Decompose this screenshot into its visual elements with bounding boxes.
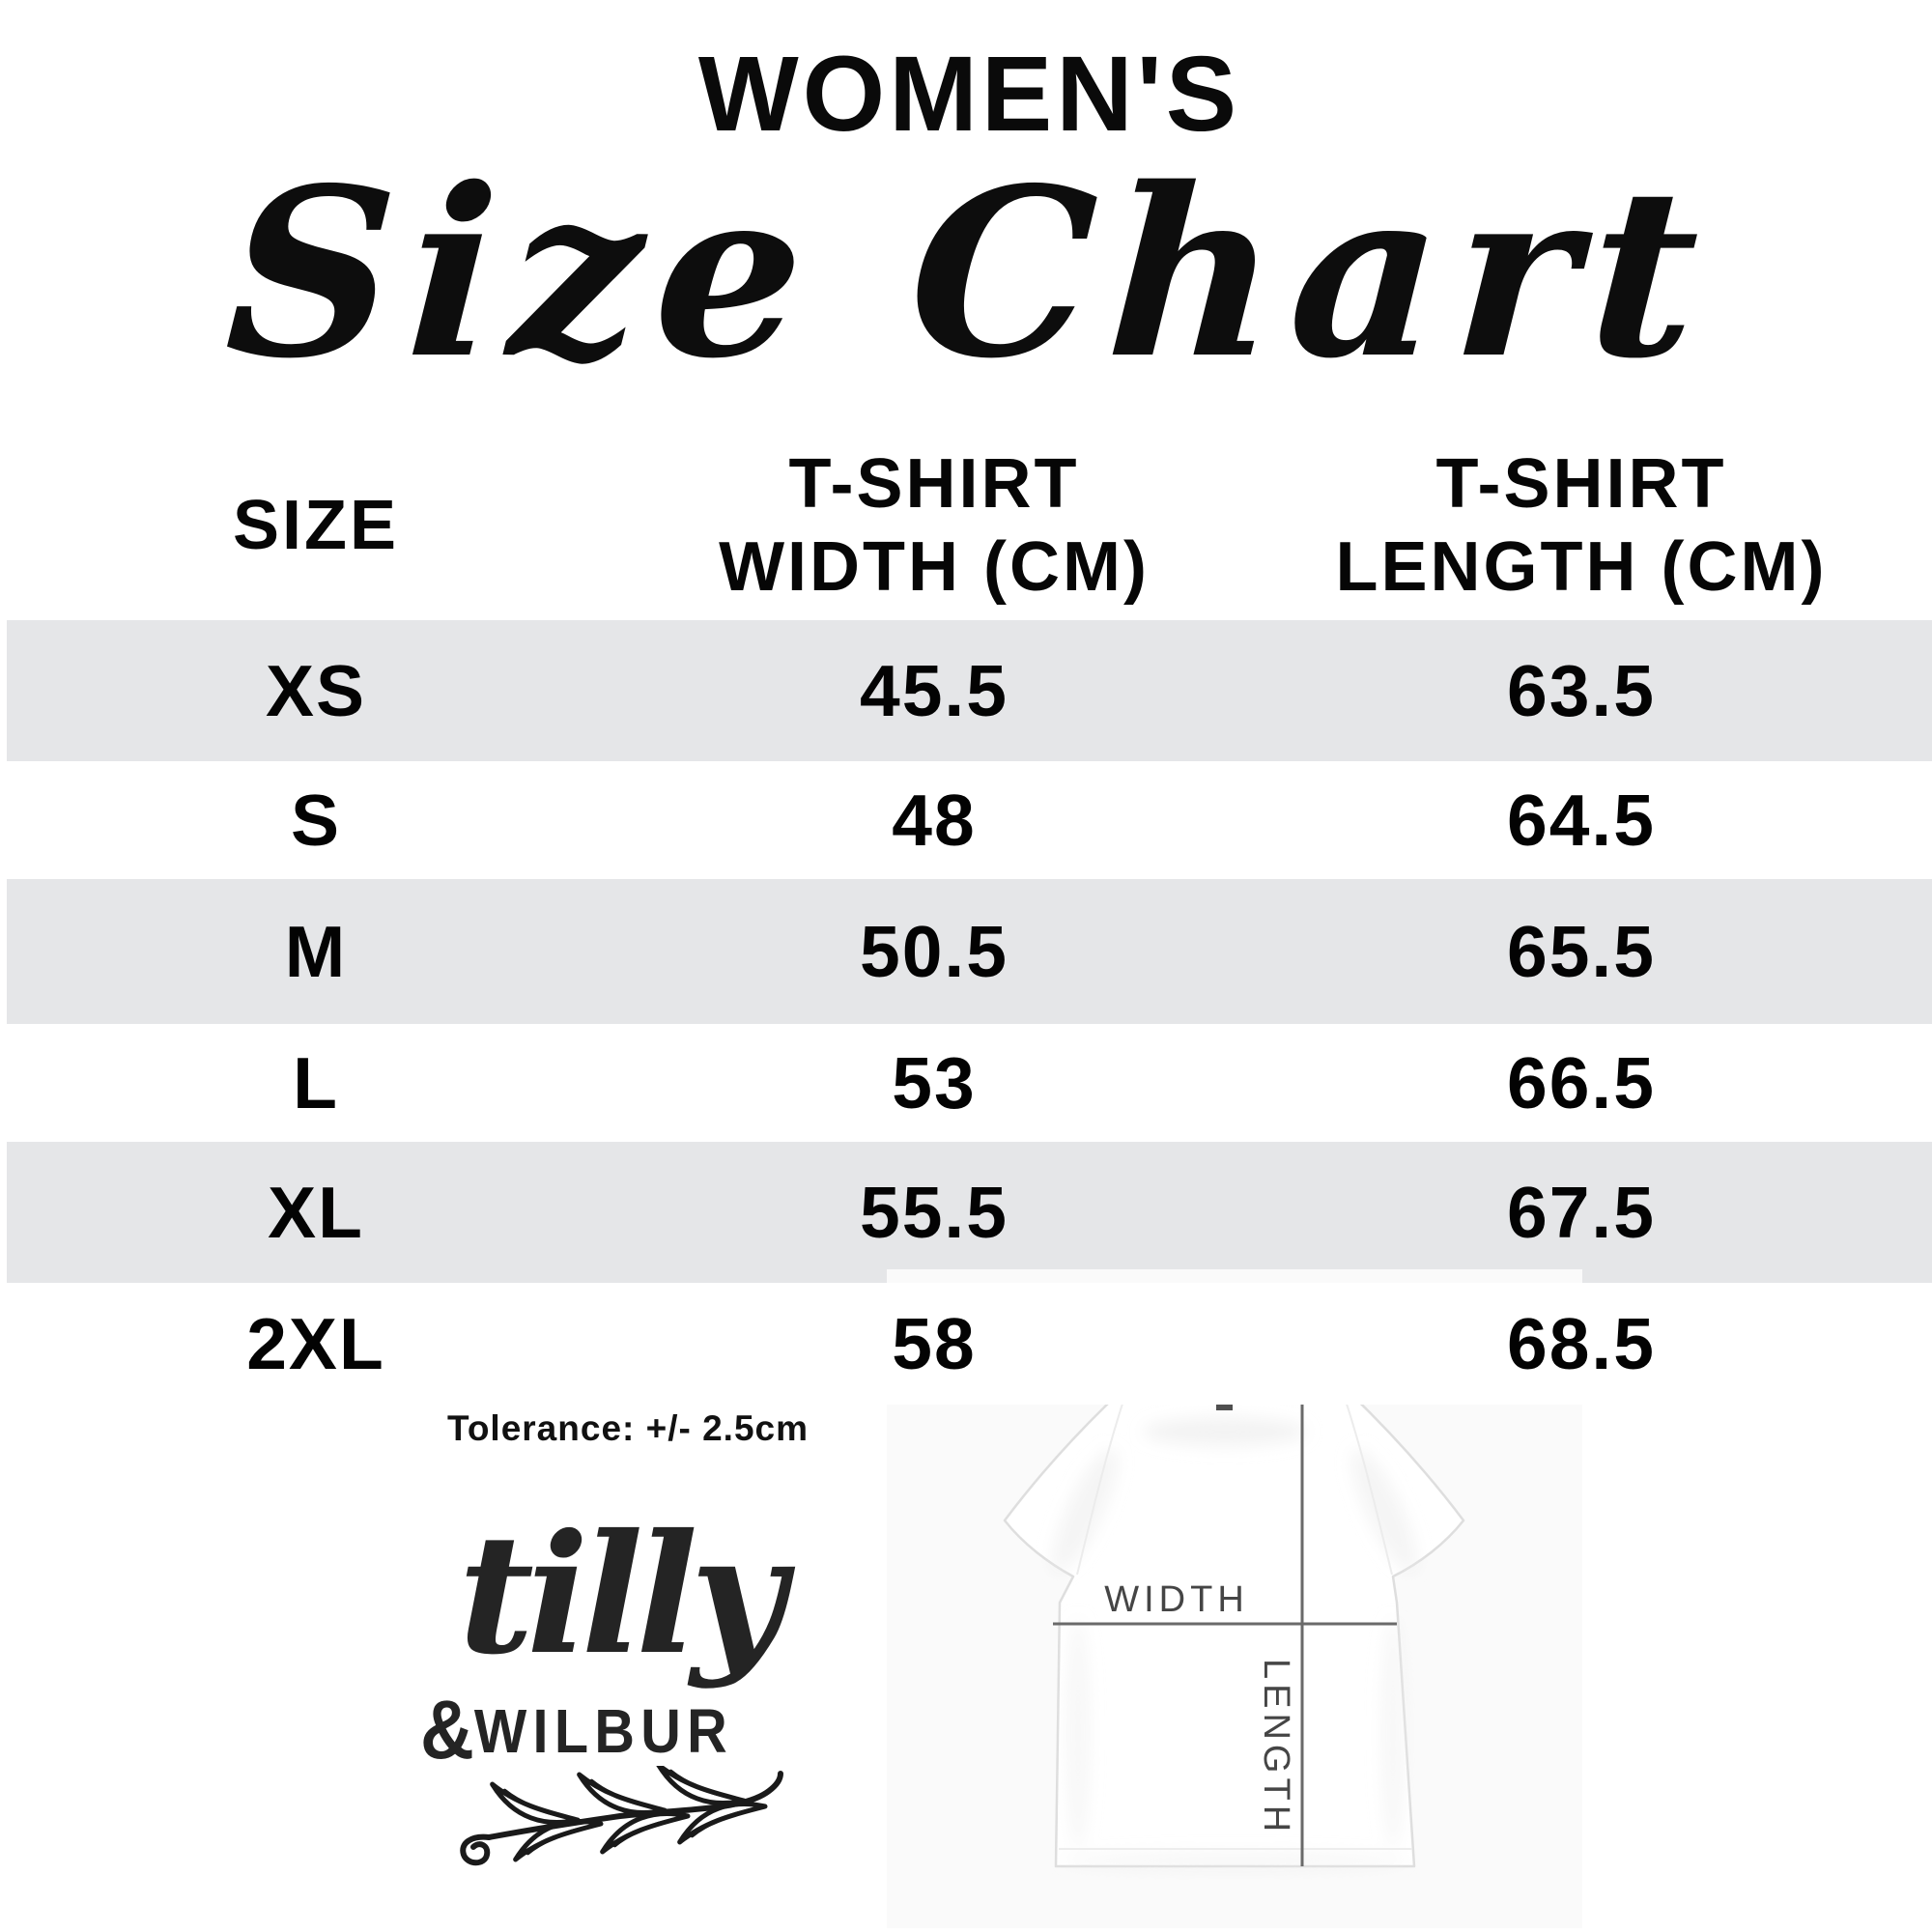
col-header-size-label: SIZE (232, 486, 400, 564)
row-size-label: XS (265, 650, 367, 731)
col-header-width-label: T-SHIRT WIDTH (CM) (719, 444, 1150, 606)
col-header-width: T-SHIRT WIDTH (CM) (625, 430, 1243, 620)
width-label: WIDTH (1104, 1579, 1249, 1620)
row-size-label: S (290, 780, 342, 861)
row-width-value: 50.5 (860, 911, 1009, 992)
table-row: XL 55.5 67.5 (7, 1142, 1932, 1283)
row-width-value: 53 (892, 1042, 977, 1123)
size-table-rows: XS 45.5 63.5 S 48 64.5 M 50.5 65.5 L 53 … (7, 620, 1932, 1405)
row-width-value: 48 (892, 780, 977, 861)
col-header-length: T-SHIRT LENGTH (CM) (1243, 430, 1919, 620)
tolerance-note: Tolerance: +/- 2.5cm (446, 1408, 810, 1448)
row-width-value: 58 (892, 1303, 977, 1384)
row-width-value: 55.5 (860, 1172, 1009, 1253)
table-row: S 48 64.5 (7, 761, 1932, 879)
row-length-value: 66.5 (1507, 1042, 1656, 1123)
col-header-length-label: T-SHIRT LENGTH (CM) (1335, 444, 1828, 606)
table-row: XS 45.5 63.5 (7, 620, 1932, 761)
table-row: M 50.5 65.5 (7, 879, 1932, 1024)
row-length-value: 63.5 (1507, 650, 1656, 731)
table-header: SIZE T-SHIRT WIDTH (CM) T-SHIRT LENGTH (… (7, 430, 1932, 620)
tshirt-graphic: WIDTH LENGTH (1003, 1352, 1465, 1869)
row-length-value: 64.5 (1507, 780, 1656, 861)
row-size-label: M (284, 911, 348, 992)
table-row: 2XL 58 68.5 (7, 1283, 1932, 1405)
col-header-size: SIZE (7, 430, 625, 620)
category-title: WOMEN'S (697, 35, 1241, 154)
row-length-value: 65.5 (1507, 911, 1656, 992)
ampersand: & (419, 1684, 474, 1776)
row-width-value: 45.5 (860, 650, 1009, 731)
length-label: LENGTH (1256, 1659, 1296, 1836)
table-row: L 53 66.5 (7, 1024, 1932, 1142)
row-size-label: L (293, 1042, 339, 1123)
row-size-label: XL (268, 1172, 364, 1253)
brand-logo-sub: &WILBUR (359, 1689, 794, 1772)
brand-sub-caps: WILBUR (473, 1696, 734, 1766)
brand-logo-name: tilly (458, 1498, 785, 1691)
row-length-value: 67.5 (1507, 1172, 1656, 1253)
row-length-value: 68.5 (1507, 1303, 1656, 1384)
tshirt-body (1003, 1352, 1465, 1869)
page-title: Size Chart (220, 137, 1719, 410)
header-banner: WOMEN'S Size Chart (7, 7, 1932, 430)
row-size-label: 2XL (246, 1303, 385, 1384)
laurel-branch-icon (460, 1766, 783, 1867)
